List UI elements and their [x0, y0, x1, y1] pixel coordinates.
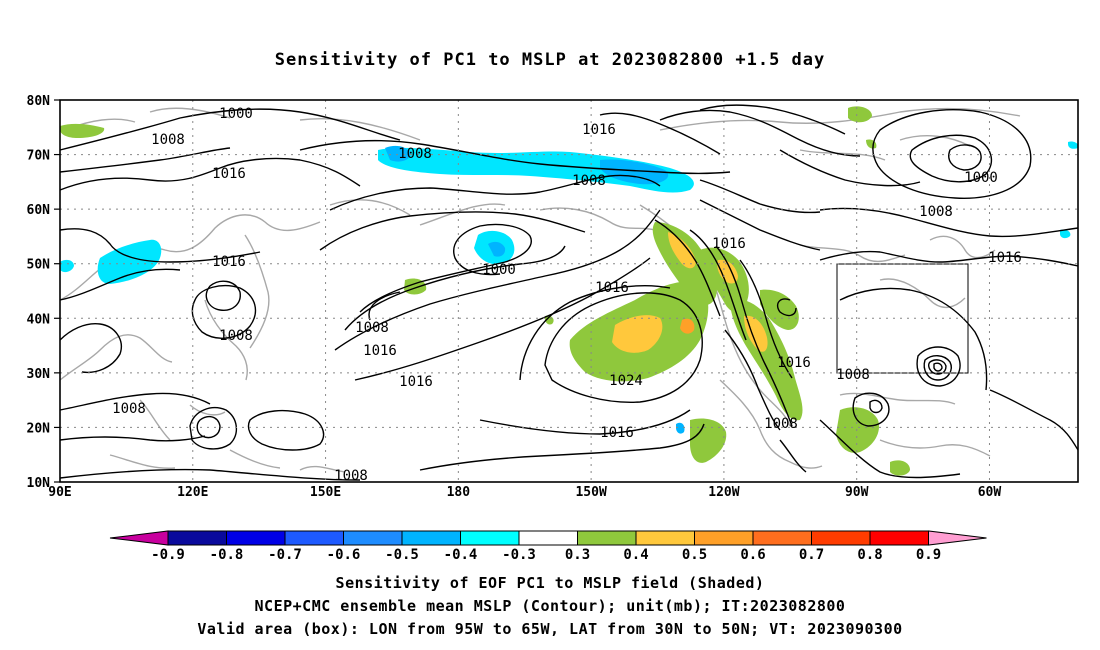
contour-label: 1008	[764, 416, 798, 432]
colorbar-label: -0.8	[210, 547, 244, 563]
colorbar-segment	[226, 530, 286, 546]
colorbar-label: -0.7	[268, 547, 302, 563]
caption-line-1: Sensitivity of EOF PC1 to MSLP field (Sh…	[335, 574, 765, 592]
contour-label: 1000	[482, 262, 516, 278]
colorbar-label: -0.5	[385, 547, 419, 563]
contour-label: 1008	[572, 173, 606, 189]
colorbar-label: 0.7	[799, 547, 824, 563]
latitude-label: 10N	[27, 476, 51, 491]
contour-label: 1008	[355, 320, 389, 336]
caption-line-3: Valid area (box): LON from 95W to 65W, L…	[197, 620, 903, 638]
colorbar-label: 0.6	[740, 547, 765, 563]
colorbar-segment	[284, 530, 344, 546]
latitude-label: 50N	[27, 258, 51, 273]
latitude-label: 60N	[27, 203, 51, 218]
longitude-label: 180	[447, 485, 471, 500]
colorbar-segment	[752, 530, 812, 546]
contour-label: 1016	[777, 355, 811, 371]
mslp-contours	[59, 104, 1079, 481]
contour-label: 1016	[212, 254, 246, 270]
latitude-label: 40N	[27, 312, 51, 327]
colorbar-segment	[460, 530, 520, 546]
colorbar-segment	[635, 530, 695, 546]
colorbar	[109, 530, 987, 546]
longitude-label: 120E	[177, 485, 208, 500]
colorbar-segment	[869, 530, 929, 546]
contour-label: 1016	[712, 236, 746, 252]
colorbar-segment	[167, 530, 227, 546]
longitude-label: 120W	[708, 485, 739, 500]
colorbar-label: 0.4	[623, 547, 648, 563]
caption-line-2: NCEP+CMC ensemble mean MSLP (Contour); u…	[254, 597, 846, 615]
colorbar-segment	[401, 530, 461, 546]
colorbar-labels: -0.9 -0.8 -0.7 -0.6 -0.5 -0.4 -0.3 0.3 0.4 0.5 0.6…	[151, 547, 941, 563]
contour-label: 1016	[988, 250, 1022, 266]
contour-label: 1008	[919, 204, 953, 220]
colorbar-label: 0.3	[565, 547, 590, 563]
contour-label: 1008	[398, 146, 432, 162]
contour-label: 1016	[582, 122, 616, 138]
colorbar-high-triangle	[928, 530, 987, 546]
contour-label: 1024	[609, 373, 643, 389]
contour-label: 1008	[836, 367, 870, 383]
contour-label: 1016	[600, 425, 634, 441]
contour-label: 1000	[964, 170, 998, 186]
colorbar-label: -0.3	[502, 547, 536, 563]
lat-lon-grid	[60, 100, 1078, 482]
contour-label: 1000	[219, 106, 253, 122]
contour-labels: 1000 1008 1008 1016 1016 1016 1008 1000 …	[112, 106, 1022, 484]
colorbar-label: -0.9	[151, 547, 185, 563]
longitude-label: 60W	[978, 485, 1002, 500]
longitude-labels: 90E 120E 150E 180 150W 120W 90W 60W	[48, 485, 1001, 500]
latitude-label: 80N	[27, 94, 51, 109]
map-frame	[59, 99, 1079, 483]
contour-label: 1016	[595, 280, 629, 296]
contour-label: 1008	[334, 468, 368, 484]
longitude-label: 150W	[575, 485, 606, 500]
colorbar-label: 0.9	[916, 547, 941, 563]
colorbar-label: -0.6	[327, 547, 361, 563]
latitude-label: 70N	[27, 149, 51, 164]
colorbar-low-triangle	[109, 530, 169, 546]
negative-sensitivity-shading	[60, 141, 1079, 434]
colorbar-segment	[694, 530, 754, 546]
latitude-labels: 80N 70N 60N 50N 40N 30N 20N 10N	[27, 94, 60, 491]
longitude-label: 90E	[48, 485, 71, 500]
colorbar-label: 0.8	[857, 547, 882, 563]
contour-label: 1016	[212, 166, 246, 182]
latitude-label: 20N	[27, 421, 51, 436]
contour-label: 1016	[363, 343, 397, 359]
contour-label: 1008	[151, 132, 185, 148]
map-title: Sensitivity of PC1 to MSLP at 2023082800…	[274, 50, 826, 70]
latitude-label: 30N	[27, 367, 51, 382]
colorbar-segment	[343, 530, 403, 546]
colorbar-label: -0.4	[444, 547, 478, 563]
contour-label: 1016	[399, 374, 433, 390]
colorbar-segment	[518, 530, 578, 546]
longitude-label: 150E	[310, 485, 341, 500]
colorbar-segment	[577, 530, 637, 546]
colorbar-label: 0.5	[682, 547, 707, 563]
contour-label: 1008	[112, 401, 146, 417]
contour-label: 1008	[219, 328, 253, 344]
longitude-label: 90W	[845, 485, 869, 500]
colorbar-segment	[811, 530, 871, 546]
